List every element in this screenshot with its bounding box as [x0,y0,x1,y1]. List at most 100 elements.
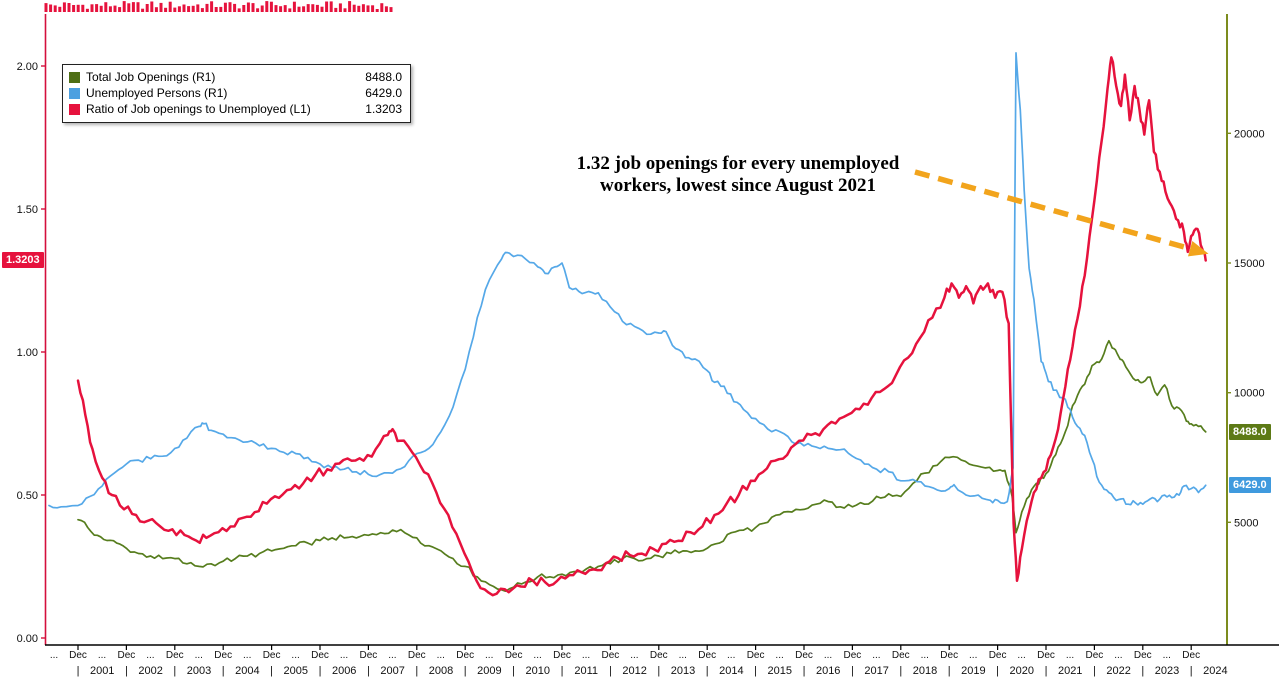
svg-text:...: ... [1114,650,1122,661]
series-lines [48,52,1207,597]
svg-text:|: | [1093,665,1096,677]
svg-text:...: ... [146,650,154,661]
annotation-text: 1.32 job openings for every unemployed w… [552,153,924,197]
svg-text:...: ... [727,650,735,661]
svg-text:|: | [803,665,806,677]
svg-text:|: | [77,665,80,677]
svg-text:2010: 2010 [526,665,550,677]
svg-text:2002: 2002 [138,665,162,677]
svg-text:Dec: Dec [69,650,87,661]
svg-text:Dec: Dec [747,650,765,661]
svg-text:...: ... [533,650,541,661]
svg-text:1.00: 1.00 [17,347,38,359]
svg-text:20000: 20000 [1234,128,1265,140]
svg-text:Dec: Dec [844,650,862,661]
svg-text:...: ... [679,650,687,661]
svg-text:Dec: Dec [553,650,571,661]
svg-text:Dec: Dec [940,650,958,661]
legend-item-job-openings: Total Job Openings (R1) 8488.0 [69,69,402,85]
x-axis: ... Dec ... | Dec ... | Dec ... | Dec ... | Dec ... | De… [45,644,1279,677]
svg-text:2018: 2018 [913,665,937,677]
svg-text:Dec: Dec [1037,650,1055,661]
svg-text:|: | [222,665,225,677]
svg-text:|: | [657,665,660,677]
ratio-axis-badge: 1.3203 [2,252,44,268]
svg-text:Dec: Dec [698,650,716,661]
series-line-job-openings [77,339,1207,593]
svg-text:Dec: Dec [263,650,281,661]
svg-text:Dec: Dec [1086,650,1104,661]
svg-text:|: | [1141,665,1144,677]
svg-text:...: ... [388,650,396,661]
svg-text:5000: 5000 [1234,517,1258,529]
svg-text:2006: 2006 [332,665,356,677]
legend-item-unemployed: Unemployed Persons (R1) 6429.0 [69,85,402,101]
svg-text:Dec: Dec [602,650,620,661]
svg-text:2022: 2022 [1106,665,1130,677]
svg-text:...: ... [485,650,493,661]
svg-text:Dec: Dec [360,650,378,661]
svg-text:Dec: Dec [505,650,523,661]
svg-text:...: ... [243,650,251,661]
svg-text:Dec: Dec [795,650,813,661]
svg-text:|: | [125,665,128,677]
svg-text:|: | [754,665,757,677]
svg-text:...: ... [1163,650,1171,661]
unemployed-axis-badge: 6429.0 [1229,477,1271,493]
openings-axis-badge: 8488.0 [1229,424,1271,440]
svg-text:...: ... [969,650,977,661]
svg-text:|: | [706,665,709,677]
svg-text:Dec: Dec [1182,650,1200,661]
job-openings-color-chip [69,71,80,83]
svg-text:|: | [464,665,467,677]
series-line-unemployed [48,52,1207,509]
svg-text:Dec: Dec [650,650,668,661]
svg-text:Dec: Dec [456,650,474,661]
legend-label: Unemployed Persons (R1) [86,86,228,100]
legend-item-ratio: Ratio of Job openings to Unemployed (L1)… [69,101,402,117]
svg-text:2003: 2003 [187,665,211,677]
annotation-line-1: 1.32 job openings for every unemployed [576,153,900,174]
svg-text:|: | [851,665,854,677]
svg-text:|: | [173,665,176,677]
legend-value: 6429.0 [365,86,402,100]
svg-text:2020: 2020 [1010,665,1034,677]
svg-text:...: ... [872,650,880,661]
svg-text:2008: 2008 [429,665,453,677]
svg-text:2014: 2014 [719,665,743,677]
svg-text:2021: 2021 [1058,665,1082,677]
svg-text:Dec: Dec [311,650,329,661]
svg-text:|: | [415,665,418,677]
svg-text:|: | [367,665,370,677]
svg-text:Dec: Dec [118,650,136,661]
cut-off-title-remnant [44,1,393,12]
svg-text:|: | [899,665,902,677]
svg-text:2013: 2013 [671,665,695,677]
svg-text:...: ... [921,650,929,661]
svg-text:...: ... [340,650,348,661]
svg-text:2024: 2024 [1203,665,1227,677]
legend-box: Total Job Openings (R1) 8488.0 Unemploye… [62,64,411,123]
svg-text:|: | [948,665,951,677]
legend-value: 8488.0 [365,70,402,84]
svg-text:...: ... [291,650,299,661]
svg-text:2011: 2011 [574,665,598,677]
svg-text:Dec: Dec [892,650,910,661]
svg-text:2016: 2016 [816,665,840,677]
legend-label: Total Job Openings (R1) [86,70,216,84]
svg-text:Dec: Dec [408,650,426,661]
svg-text:2019: 2019 [961,665,985,677]
annotation-line-2: workers, lowest since August 2021 [599,175,877,196]
svg-text:Dec: Dec [166,650,184,661]
svg-text:...: ... [98,650,106,661]
svg-text:2009: 2009 [477,665,501,677]
svg-text:...: ... [582,650,590,661]
svg-text:...: ... [824,650,832,661]
right-axis: 5000 10000 15000 20000 [1226,14,1265,645]
svg-text:2.00: 2.00 [17,61,38,73]
svg-text:10000: 10000 [1234,388,1265,400]
svg-text:2001: 2001 [90,665,114,677]
svg-text:|: | [1045,665,1048,677]
